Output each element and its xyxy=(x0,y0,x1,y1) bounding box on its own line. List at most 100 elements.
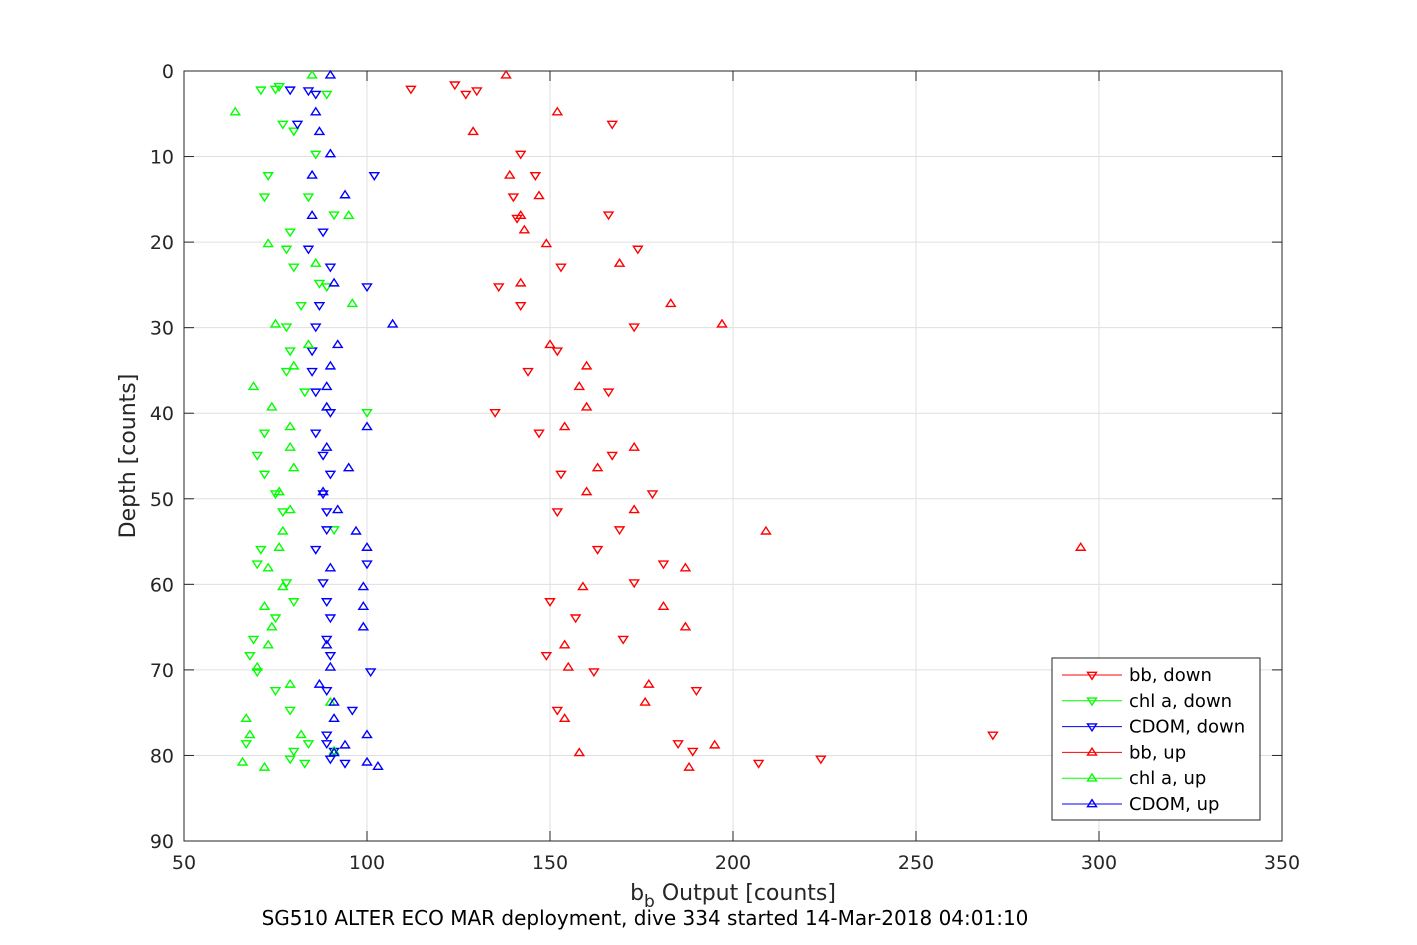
data-point xyxy=(514,277,527,287)
data-point xyxy=(288,747,300,757)
legend-box xyxy=(1051,657,1261,821)
data-point xyxy=(588,668,600,678)
data-point xyxy=(291,120,304,130)
data-point xyxy=(324,661,337,671)
data-point xyxy=(320,441,333,451)
data-point xyxy=(606,451,619,461)
data-point xyxy=(266,621,278,631)
data-point xyxy=(449,81,461,91)
data-point xyxy=(269,687,282,696)
data-point xyxy=(639,696,651,706)
data-point xyxy=(686,747,699,757)
legend-label: bb, up xyxy=(1129,742,1186,763)
data-point xyxy=(320,90,333,100)
legend-item-bb-down: bb, down xyxy=(1062,665,1212,686)
data-point xyxy=(339,759,351,769)
data-point xyxy=(342,210,355,219)
data-point xyxy=(284,421,296,431)
data-point xyxy=(306,367,318,377)
data-point xyxy=(288,263,300,273)
data-point xyxy=(551,106,564,116)
data-point xyxy=(229,106,242,116)
y-tick-label: 60 xyxy=(150,574,174,596)
data-point xyxy=(357,601,370,610)
data-point xyxy=(302,193,315,203)
data-point xyxy=(247,381,260,391)
data-point xyxy=(492,283,505,293)
data-point xyxy=(295,302,307,311)
data-point xyxy=(317,451,329,461)
data-point xyxy=(277,120,289,130)
data-point xyxy=(320,639,333,649)
data-point xyxy=(328,211,340,221)
data-point xyxy=(613,526,626,536)
x-tick-label: 250 xyxy=(898,852,934,874)
data-point xyxy=(529,171,542,181)
legend-marker xyxy=(1086,723,1098,733)
data-point xyxy=(591,545,604,555)
data-point xyxy=(602,211,615,221)
data-point xyxy=(324,360,337,370)
legend-marker xyxy=(1086,798,1098,808)
data-point xyxy=(339,189,351,199)
data-point xyxy=(302,740,315,750)
data-point xyxy=(328,277,340,287)
data-point xyxy=(302,339,315,349)
data-point xyxy=(320,740,333,750)
data-point xyxy=(255,86,267,96)
data-point xyxy=(679,562,692,572)
data-point xyxy=(258,601,271,610)
legend-marker xyxy=(1086,671,1098,681)
data-point xyxy=(262,171,274,181)
data-point xyxy=(284,678,296,688)
data-point xyxy=(288,127,300,137)
x-axis-label: bb Output [counts] xyxy=(630,881,836,912)
data-point xyxy=(573,381,586,391)
data-point xyxy=(288,360,300,370)
data-point xyxy=(555,470,567,480)
data-point xyxy=(284,706,296,716)
series-chl-a-down xyxy=(240,82,373,769)
data-point xyxy=(361,541,373,551)
legend-label: CDOM, down xyxy=(1129,717,1245,738)
data-point xyxy=(514,302,527,311)
data-point xyxy=(320,526,333,536)
y-tick-label: 30 xyxy=(150,318,174,340)
data-point xyxy=(280,579,293,589)
data-point xyxy=(328,745,340,755)
data-point xyxy=(324,651,337,661)
data-point xyxy=(540,651,553,661)
x-tick-label: 150 xyxy=(532,852,568,874)
data-point xyxy=(331,339,344,349)
data-point xyxy=(558,639,571,649)
data-point xyxy=(269,614,282,624)
data-point xyxy=(558,713,571,723)
data-point xyxy=(324,148,337,158)
data-point xyxy=(309,90,322,100)
data-point xyxy=(317,228,329,238)
data-point xyxy=(533,429,545,439)
data-point xyxy=(540,238,553,248)
data-point xyxy=(313,302,326,311)
y-tick-label: 0 xyxy=(162,61,174,83)
data-point xyxy=(643,678,655,688)
data-point xyxy=(544,339,556,349)
data-point xyxy=(361,729,373,739)
x-tick-label: 50 xyxy=(172,852,196,874)
data-point xyxy=(602,388,615,398)
legend-item-chl-a-up: chl a, up xyxy=(1062,768,1206,789)
x-tick-label: 300 xyxy=(1081,852,1117,874)
data-point xyxy=(368,171,381,181)
data-point xyxy=(258,429,271,439)
data-point xyxy=(708,739,721,749)
data-point xyxy=(251,560,263,570)
data-point xyxy=(514,150,527,160)
data-point xyxy=(262,639,274,649)
data-point xyxy=(306,169,318,179)
y-tick-label: 20 xyxy=(150,232,174,254)
data-point xyxy=(244,651,256,661)
data-point xyxy=(262,562,274,572)
legend-label: bb, down xyxy=(1129,665,1212,686)
data-point xyxy=(317,486,329,496)
